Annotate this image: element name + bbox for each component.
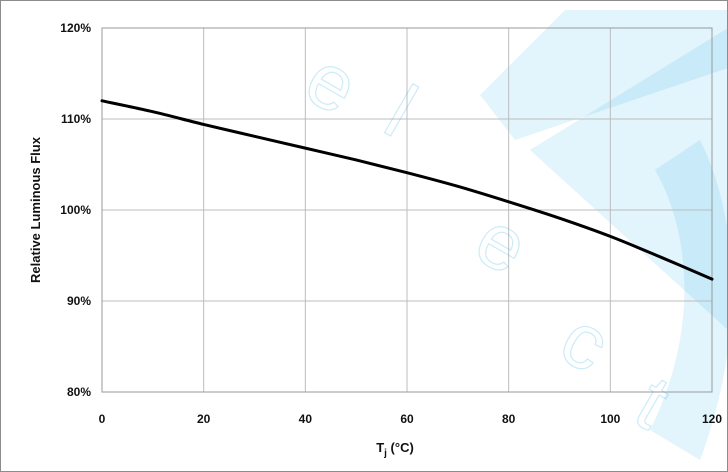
y-tick-label-80: 80%: [67, 385, 91, 399]
y-tick-label-120: 120%: [60, 21, 91, 35]
x-tick-label-20: 20: [197, 412, 211, 426]
x-axis-title-unit: (°C): [387, 440, 414, 455]
y-tick-label-90: 90%: [67, 294, 91, 308]
x-tick-label-0: 0: [99, 412, 106, 426]
watermark-letter-2: e: [462, 194, 544, 292]
x-axis-title-subscript: j: [383, 448, 387, 459]
watermark-letter-3: c: [547, 294, 625, 390]
x-axis-title: Tj (°C): [376, 440, 414, 459]
y-tick-label-100: 100%: [60, 203, 91, 217]
watermark-arc: [650, 140, 728, 460]
x-axis-title-main: T: [376, 440, 384, 455]
y-axis-tick-labels: 80% 90% 100% 110% 120%: [60, 21, 91, 399]
x-axis-tick-labels: 0 20 40 60 80 100 120: [99, 412, 723, 426]
watermark-band-upper: [480, 10, 728, 140]
x-tick-label-120: 120: [702, 412, 722, 426]
y-tick-label-110: 110%: [61, 112, 91, 126]
x-tick-label-40: 40: [299, 412, 313, 426]
series-layer: [100, 99, 714, 281]
watermark: [480, 10, 728, 460]
watermark-band-lower: [530, 28, 728, 330]
x-tick-label-100: 100: [600, 412, 620, 426]
watermark-letter-0: e: [292, 34, 374, 132]
x-tick-label-60: 60: [400, 412, 414, 426]
plot-area-border: [101, 27, 713, 393]
y-axis-title: Relative Luminous Flux: [28, 136, 43, 283]
x-tick-label-80: 80: [502, 412, 516, 426]
series-line-0: [100, 99, 714, 281]
watermark-letter-1: l: [372, 69, 431, 154]
